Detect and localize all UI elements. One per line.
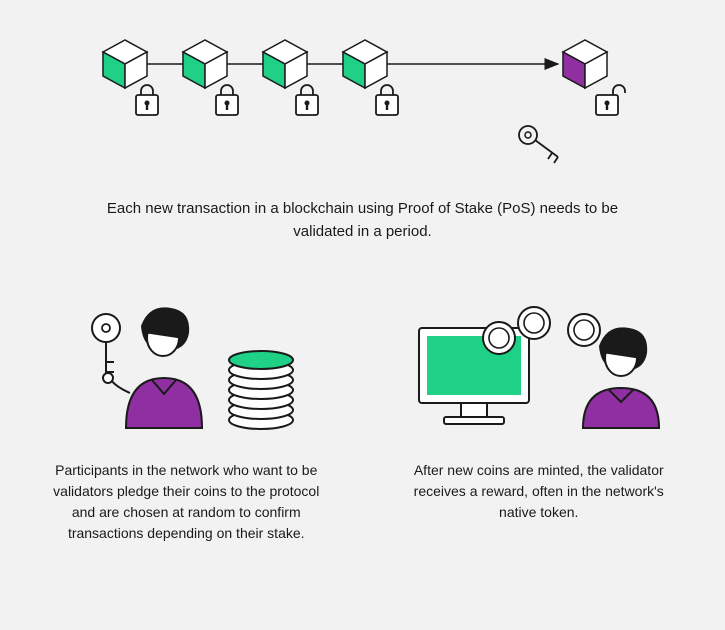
blockchain-diagram <box>30 30 695 180</box>
block-new-icon <box>563 40 607 88</box>
lock-2-icon <box>216 85 238 115</box>
lock-open-icon <box>596 85 625 115</box>
lock-1-icon <box>136 85 158 115</box>
panel-reward-caption: After new coins are minted, the validato… <box>399 460 679 523</box>
panel-validators-caption: Participants in the network who want to … <box>46 460 326 544</box>
blockchain-svg <box>63 30 663 180</box>
top-caption: Each new transaction in a blockchain usi… <box>83 198 643 243</box>
lock-3-icon <box>296 85 318 115</box>
block-4-icon <box>343 40 387 88</box>
panels-row: Participants in the network who want to … <box>30 298 695 544</box>
infographic-container: Each new transaction in a blockchain usi… <box>0 0 725 630</box>
held-key-icon <box>92 314 120 376</box>
coin-stack-icon <box>229 351 293 429</box>
panel-reward: After new coins are minted, the validato… <box>383 298 696 544</box>
panel-reward-svg <box>399 298 679 438</box>
panel-validators-svg <box>56 298 316 438</box>
key-icon <box>519 126 558 163</box>
block-1-icon <box>103 40 147 88</box>
block-2-icon <box>183 40 227 88</box>
panel-validators: Participants in the network who want to … <box>30 298 343 544</box>
lock-4-icon <box>376 85 398 115</box>
block-3-icon <box>263 40 307 88</box>
coins-icon <box>483 307 600 354</box>
